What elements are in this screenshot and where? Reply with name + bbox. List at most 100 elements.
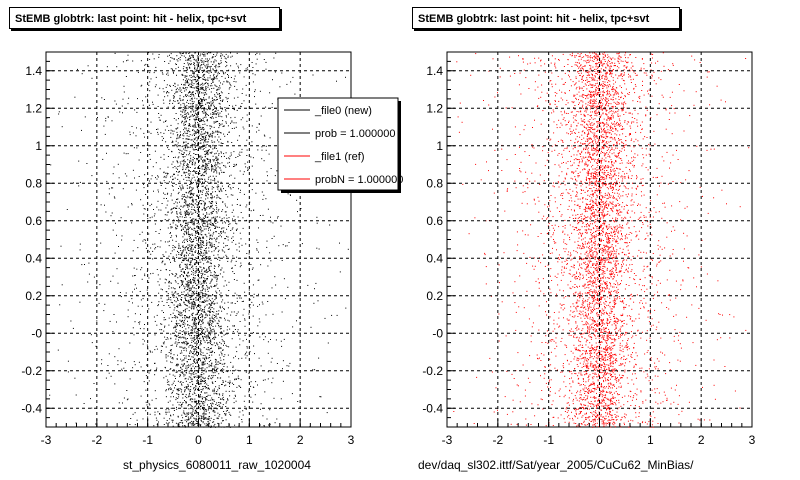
scatter-point	[155, 162, 157, 164]
scatter-point	[196, 109, 198, 111]
scatter-point	[182, 68, 184, 70]
scatter-point	[182, 164, 184, 166]
scatter-point	[221, 371, 223, 373]
scatter-point	[205, 256, 207, 258]
scatter-point	[227, 239, 229, 241]
scatter-point	[216, 391, 218, 392]
scatter-point	[197, 361, 198, 363]
scatter-point	[194, 135, 195, 136]
scatter-point	[186, 75, 188, 77]
scatter-point	[228, 290, 230, 291]
scatter-point	[269, 409, 271, 411]
scatter-point	[122, 402, 123, 404]
scatter-point	[201, 185, 203, 187]
scatter-point	[200, 277, 202, 279]
scatter-point	[215, 290, 217, 292]
scatter-point	[258, 279, 260, 281]
scatter-point	[210, 212, 212, 213]
scatter-point	[106, 66, 108, 68]
scatter-point	[205, 257, 207, 259]
scatter-point	[214, 285, 216, 287]
scatter-point	[212, 159, 214, 161]
scatter-point	[188, 257, 190, 259]
scatter-point	[163, 330, 165, 332]
scatter-point	[194, 264, 195, 266]
scatter-point	[203, 204, 205, 206]
scatter-point	[198, 223, 200, 225]
scatter-point	[228, 75, 229, 77]
scatter-point	[198, 237, 200, 239]
scatter-point	[246, 149, 248, 151]
scatter-point	[160, 288, 162, 290]
scatter-point	[209, 312, 211, 314]
scatter-point	[204, 307, 206, 309]
scatter-point	[203, 336, 205, 338]
scatter-point	[177, 91, 179, 93]
scatter-point	[193, 170, 195, 171]
scatter-point	[216, 417, 218, 419]
scatter-point	[174, 246, 176, 248]
scatter-point	[180, 104, 182, 106]
scatter-point	[202, 388, 204, 390]
scatter-point	[196, 108, 198, 110]
scatter-point	[176, 273, 178, 275]
scatter-point	[140, 152, 142, 153]
scatter-point	[79, 181, 81, 183]
scatter-point	[186, 195, 188, 197]
scatter-point	[198, 194, 200, 196]
scatter-point	[206, 335, 208, 337]
scatter-point	[197, 362, 199, 364]
chart-left: -3 -2 -1 0 1 2 3-0.4-0.2-00.20.40.60.811.21.4_…	[21, 51, 403, 447]
scatter-point	[145, 63, 147, 65]
scatter-point	[205, 195, 207, 197]
scatter-point	[188, 412, 190, 414]
scatter-point	[193, 407, 195, 409]
scatter-point	[231, 267, 233, 269]
scatter-point	[201, 420, 202, 422]
scatter-point	[331, 314, 333, 316]
scatter-point	[191, 270, 193, 272]
scatter-point	[194, 161, 196, 163]
scatter-point	[212, 321, 214, 323]
scatter-point	[178, 148, 180, 150]
scatter-point	[196, 279, 198, 281]
scatter-point	[211, 211, 213, 213]
scatter-point	[235, 378, 237, 380]
scatter-point	[196, 380, 198, 382]
scatter-point	[224, 165, 226, 167]
scatter-point	[215, 219, 217, 221]
scatter-point	[192, 55, 194, 56]
scatter-point	[188, 103, 190, 104]
scatter-point	[231, 211, 233, 213]
scatter-point	[238, 67, 239, 69]
scatter-point	[215, 313, 217, 315]
scatter-point	[197, 144, 199, 146]
scatter-point	[156, 269, 158, 270]
scatter-point	[234, 292, 236, 294]
scatter-point	[187, 159, 189, 161]
scatter-point	[152, 53, 154, 55]
scatter-point	[212, 191, 214, 193]
scatter-point	[235, 400, 237, 402]
scatter-point	[173, 410, 175, 411]
scatter-point	[258, 123, 260, 125]
scatter-point	[218, 325, 220, 326]
scatter-point	[174, 93, 176, 95]
scatter-point	[174, 144, 176, 146]
scatter-point	[196, 318, 197, 320]
scatter-point	[174, 335, 176, 337]
scatter-point	[143, 239, 145, 241]
scatter-point	[215, 116, 217, 118]
scatter-point	[203, 228, 205, 230]
scatter-point	[211, 206, 213, 208]
scatter-point	[206, 330, 208, 332]
scatter-point	[180, 315, 182, 317]
scatter-point	[209, 160, 211, 162]
scatter-point	[219, 95, 221, 97]
scatter-point	[119, 111, 121, 113]
scatter-point	[232, 372, 233, 374]
scatter-point	[236, 249, 238, 251]
scatter-point	[184, 82, 186, 84]
scatter-point	[272, 377, 274, 379]
scatter-point	[181, 326, 183, 328]
